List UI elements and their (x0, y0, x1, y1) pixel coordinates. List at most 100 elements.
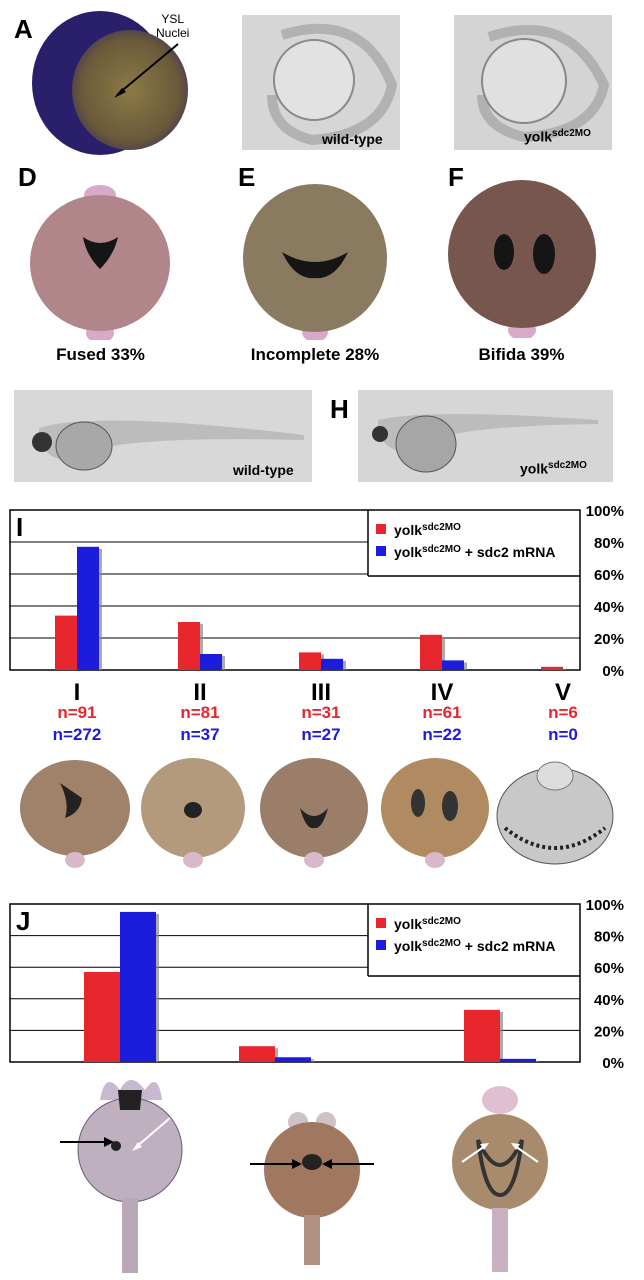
category-label: IV (431, 679, 454, 706)
y-tick-label: 0% (602, 1055, 624, 1072)
panel-label-j: J (16, 906, 30, 936)
legend-swatch (376, 546, 386, 556)
legend-base: yolk (394, 544, 422, 560)
panel-c-caption: yolksdc2MO (524, 128, 591, 145)
embryo-class-iii-image (260, 758, 368, 868)
count-label: n=37 (180, 725, 219, 744)
count-label: n=22 (422, 725, 461, 744)
panel-label-f: F (448, 162, 464, 192)
bar (275, 1057, 311, 1062)
category-label: II (193, 679, 206, 706)
y-tick-label: 60% (594, 567, 624, 584)
panel-label-d: D (18, 162, 37, 192)
panel-label-a: A (14, 14, 33, 44)
bar (55, 615, 77, 670)
legend-swatch (376, 940, 386, 950)
category-label: III (311, 679, 331, 706)
count-label: n=6 (548, 703, 578, 722)
bar (464, 1009, 500, 1062)
panel-a-embryo-image (32, 11, 188, 155)
count-label: n=61 (422, 703, 461, 722)
panel-label-e: E (238, 162, 256, 192)
bar (500, 1058, 536, 1062)
panel-h-larva-image (358, 390, 613, 482)
bar (299, 652, 321, 670)
caption-sup: sdc2MO (548, 460, 587, 471)
y-tick-label: 100% (586, 897, 624, 914)
legend-entry: yolksdc2MO + sdc2 mRNA (394, 544, 555, 560)
panel-label-h: H (330, 394, 349, 424)
embryo-class-iv-image (381, 758, 489, 868)
chart-i-embryo-images (20, 758, 614, 868)
annotation-line-1: YSL (161, 12, 185, 26)
annotation-line-2: Nuclei (156, 26, 190, 40)
panel-b-embryo-image (242, 15, 400, 150)
panel-e-embryo-image (243, 184, 387, 340)
panel-b-caption: wild-type (322, 131, 383, 147)
panel-d-caption: Fused 33% (56, 345, 145, 364)
embryo-class-i-image (20, 760, 130, 868)
legend-base: yolk (394, 938, 422, 954)
legend-sup: sdc2MO (422, 938, 461, 949)
legend-sup: sdc2MO (422, 522, 461, 533)
legend-entry: yolksdc2MO (394, 522, 461, 538)
bar (120, 911, 156, 1062)
embryo-class-v-image (496, 761, 614, 865)
y-tick-label: 80% (594, 535, 624, 552)
count-label: n=272 (53, 725, 102, 744)
y-tick-label: 20% (594, 631, 624, 648)
legend-sup: sdc2MO (422, 544, 461, 555)
embryo-class-ii-image (141, 758, 245, 868)
bar (200, 654, 222, 670)
ysl-nuclei-annotation: YSL Nuclei (156, 12, 189, 40)
chart-frame (9, 509, 581, 671)
embryo-j-3-image (452, 1086, 548, 1272)
y-tick-label: 20% (594, 1023, 624, 1040)
legend-sup: sdc2MO (422, 916, 461, 927)
y-tick-label: 60% (594, 960, 624, 977)
panel-e-caption: Incomplete 28% (250, 345, 380, 364)
caption-sup: sdc2MO (552, 128, 591, 139)
panel-f-embryo-image (448, 180, 596, 338)
bar (321, 658, 343, 670)
embryo-j-1-image (60, 1080, 183, 1273)
legend-base: yolk (394, 916, 422, 932)
count-label: n=27 (301, 725, 340, 744)
chart-i: I0%20%40%60%80%100%yolksdc2MOyolksdc2MO … (9, 503, 624, 744)
legend-swatch (376, 918, 386, 928)
panel-g-caption: wild-type (233, 462, 294, 478)
chart-j-embryo-images (60, 1080, 548, 1273)
embryo-j-2-image (250, 1112, 374, 1265)
bar (178, 622, 200, 670)
caption-base: yolk (520, 460, 549, 477)
count-label: n=81 (180, 703, 219, 722)
y-tick-label: 40% (594, 992, 624, 1009)
y-tick-label: 80% (594, 929, 624, 946)
legend-suffix: + sdc2 mRNA (461, 938, 556, 954)
category-label: I (74, 679, 81, 706)
bar (239, 1046, 275, 1062)
legend-base: yolk (394, 522, 422, 538)
category-label: V (555, 679, 571, 706)
panel-h-caption: yolksdc2MO (520, 460, 587, 477)
count-label: n=31 (301, 703, 340, 722)
panel-c-embryo-image (454, 15, 612, 150)
bar (84, 971, 120, 1062)
chart-j: J0%20%40%60%80%100%yolksdc2MOyolksdc2MO … (9, 897, 624, 1072)
count-label: n=91 (57, 703, 96, 722)
panel-g-larva-image (14, 390, 312, 482)
legend-suffix: + sdc2 mRNA (461, 544, 556, 560)
bar (541, 666, 563, 670)
bar (77, 546, 99, 670)
legend-entry: yolksdc2MO + sdc2 mRNA (394, 938, 555, 954)
bar (442, 660, 464, 670)
panel-d-embryo-image (30, 185, 170, 340)
bar (420, 634, 442, 670)
panel-f-caption: Bifida 39% (478, 345, 565, 364)
count-label: n=0 (548, 725, 578, 744)
legend-swatch (376, 524, 386, 534)
y-tick-label: 40% (594, 599, 624, 616)
panel-label-i: I (16, 512, 23, 542)
y-tick-label: 0% (602, 663, 624, 680)
y-tick-label: 100% (586, 503, 624, 520)
